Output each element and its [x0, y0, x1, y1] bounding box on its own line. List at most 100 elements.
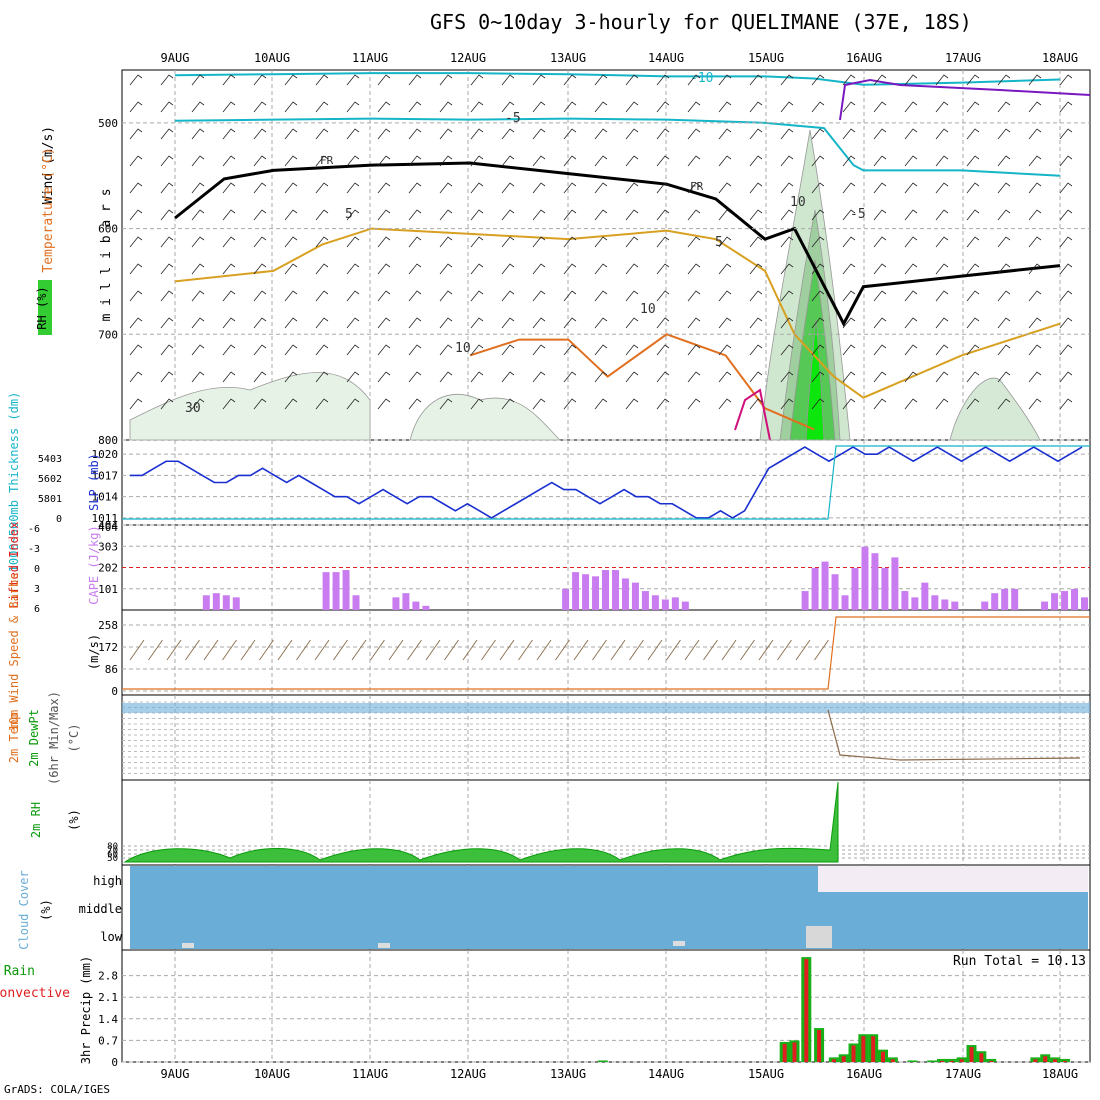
- wind-barb: [532, 74, 546, 86]
- wind-barb: [997, 371, 1011, 383]
- wind10-barb: [240, 639, 256, 661]
- wind-barb: [160, 371, 174, 383]
- wind-barb: [718, 182, 732, 194]
- wind-barb: [966, 74, 980, 86]
- wind-barb: [129, 236, 143, 248]
- wind-barb: [284, 236, 298, 248]
- cape-bar: [951, 601, 959, 610]
- wind-barb: [966, 128, 980, 140]
- wind-barb: [749, 290, 763, 302]
- precip-conv-bar: [1062, 1060, 1067, 1062]
- wind-barb: [408, 263, 422, 275]
- wind-barb: [222, 344, 236, 356]
- cape-bar: [621, 578, 629, 610]
- isotherm-line: [174, 117, 1061, 177]
- wind10-barb: [203, 639, 219, 661]
- wind-barb: [222, 128, 236, 140]
- wind-barb: [191, 371, 205, 383]
- wind10-barb: [259, 639, 274, 661]
- wind-barb: [377, 101, 391, 113]
- precip-conv-bar: [861, 1036, 866, 1062]
- wind10-barb: [592, 639, 607, 661]
- wind-barb: [129, 182, 143, 194]
- wind-barb: [377, 290, 391, 302]
- wind-barb: [811, 236, 825, 248]
- wind-barb: [873, 101, 887, 113]
- precip-unit-label: 3hr Precip (mm): [79, 956, 93, 1064]
- wind-barb: [656, 371, 670, 383]
- precip-conv-bar: [959, 1059, 964, 1062]
- wind-barb: [780, 290, 794, 302]
- wind-barb: [160, 101, 174, 113]
- wind-barb: [315, 371, 329, 383]
- wind-speed-line: [122, 616, 1090, 690]
- wind-barb: [470, 263, 484, 275]
- wind10-barb: [703, 639, 718, 661]
- wind10-barb: [518, 639, 533, 661]
- wind-barb: [997, 209, 1011, 221]
- wind-barb: [222, 371, 236, 383]
- cloud-level-label: low: [100, 930, 122, 944]
- wind-barb: [1059, 101, 1073, 113]
- wind-barb: [842, 290, 856, 302]
- wind-barb: [904, 344, 918, 356]
- wind-barb: [904, 74, 918, 86]
- wind-tick: 172: [98, 641, 118, 654]
- temp2m-label: (°C): [67, 724, 81, 753]
- cape-bar: [911, 597, 919, 610]
- wind-barb: [160, 398, 174, 410]
- thickness-tick: 5801: [38, 494, 62, 505]
- wind-barb: [594, 182, 608, 194]
- precip-bar: [937, 1058, 947, 1062]
- cape-bar: [222, 595, 230, 610]
- wind-barb: [470, 182, 484, 194]
- thickness-tick: 5602: [38, 474, 62, 485]
- wind-barb: [439, 182, 453, 194]
- cape-bar: [212, 593, 220, 610]
- wind-barb: [656, 74, 670, 86]
- wind-barb: [625, 182, 639, 194]
- panel-frame-precip: [121, 949, 1091, 1063]
- wind-barb: [749, 209, 763, 221]
- cape-bar: [921, 582, 929, 610]
- precip-conv-bar: [1043, 1056, 1048, 1062]
- wind10-barb: [148, 639, 163, 661]
- wind-barb: [873, 155, 887, 167]
- wind-barb: [594, 344, 608, 356]
- wind10-barb: [740, 639, 755, 661]
- cloud-low-block: [378, 943, 390, 948]
- wind-barb: [656, 209, 670, 221]
- wind10-barb: [444, 639, 459, 661]
- top-day-label: 9AUG: [161, 51, 190, 65]
- wind-barb: [780, 236, 794, 248]
- wind-barb: [346, 101, 360, 113]
- wind-barb: [1028, 317, 1042, 329]
- wind-barb: [377, 371, 391, 383]
- precip-tick: 1.4: [98, 1013, 118, 1026]
- wind10-barb: [351, 639, 367, 661]
- rh-tick: 80: [107, 842, 118, 852]
- wind-barb: [315, 155, 329, 167]
- wind-barb: [687, 209, 701, 221]
- wind-barb: [470, 371, 484, 383]
- wind10-barb: [666, 639, 681, 661]
- rh-tick: 70: [107, 846, 118, 856]
- wind-barb: [842, 263, 856, 275]
- wind-barb: [718, 74, 732, 86]
- rh2m-label: 2m RH: [29, 802, 43, 838]
- wind-barb: [687, 236, 701, 248]
- wind10-label: 10m Wind Speed & Barbs: [7, 573, 21, 732]
- wind-barb: [873, 263, 887, 275]
- wind-barb: [594, 101, 608, 113]
- rh-legend-swatch: [38, 280, 52, 335]
- wind-barb: [315, 290, 329, 302]
- cape-bar: [681, 601, 689, 610]
- wind-barb: [346, 263, 360, 275]
- precip-conv-bar: [979, 1053, 984, 1062]
- wind-barb: [718, 236, 732, 248]
- wind10-barb: [277, 639, 293, 661]
- wind-barb: [315, 128, 329, 140]
- wind-barb: [377, 74, 391, 86]
- cape-bar: [602, 570, 609, 610]
- wind-barb: [966, 398, 980, 410]
